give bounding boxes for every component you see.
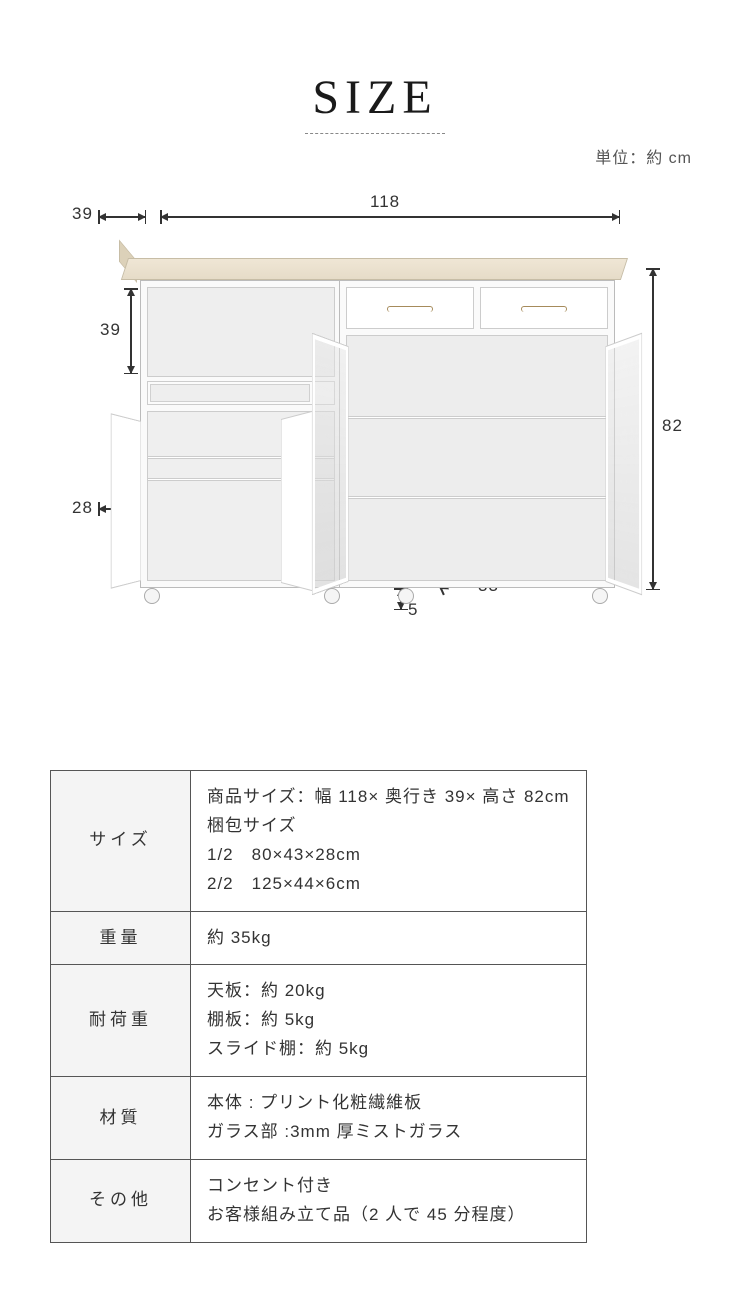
title-underline: [305, 133, 445, 134]
dim-h39: 39: [100, 320, 121, 340]
dimension-diagram: 39 118 39 55 32 56.5 28 33 56 57.5 33 5 …: [0, 178, 750, 678]
dim-depth-39: 39: [72, 204, 93, 224]
spec-label: サイズ: [51, 771, 191, 912]
page-title: SIZE: [0, 0, 750, 125]
spec-value: 約 35kg: [191, 911, 587, 965]
spec-value: コンセント付きお客様組み立て品（2 人で 45 分程度）: [191, 1159, 587, 1242]
cabinet-illustration: [140, 258, 615, 588]
spec-value: 天板：約 20kg棚板：約 5kgスライド棚：約 5kg: [191, 965, 587, 1077]
spec-table: サイズ商品サイズ：幅 118× 奥行き 39× 高さ 82cm梱包サイズ1/2 …: [50, 770, 587, 1243]
unit-label: 単位：約 cm: [0, 144, 750, 168]
spec-value: 商品サイズ：幅 118× 奥行き 39× 高さ 82cm梱包サイズ1/2 80×…: [191, 771, 587, 912]
dim-28: 28: [72, 498, 93, 518]
table-row: サイズ商品サイズ：幅 118× 奥行き 39× 高さ 82cm梱包サイズ1/2 …: [51, 771, 587, 912]
table-row: その他コンセント付きお客様組み立て品（2 人で 45 分程度）: [51, 1159, 587, 1242]
spec-label: 重量: [51, 911, 191, 965]
table-row: 重量約 35kg: [51, 911, 587, 965]
spec-label: 材質: [51, 1077, 191, 1160]
spec-value: 本体 : プリント化粧繊維板ガラス部 :3mm 厚ミストガラス: [191, 1077, 587, 1160]
table-row: 耐荷重天板：約 20kg棚板：約 5kgスライド棚：約 5kg: [51, 965, 587, 1077]
dim-82: 82: [662, 416, 683, 436]
spec-label: その他: [51, 1159, 191, 1242]
dim-width-118: 118: [370, 192, 400, 212]
table-row: 材質本体 : プリント化粧繊維板ガラス部 :3mm 厚ミストガラス: [51, 1077, 587, 1160]
spec-label: 耐荷重: [51, 965, 191, 1077]
